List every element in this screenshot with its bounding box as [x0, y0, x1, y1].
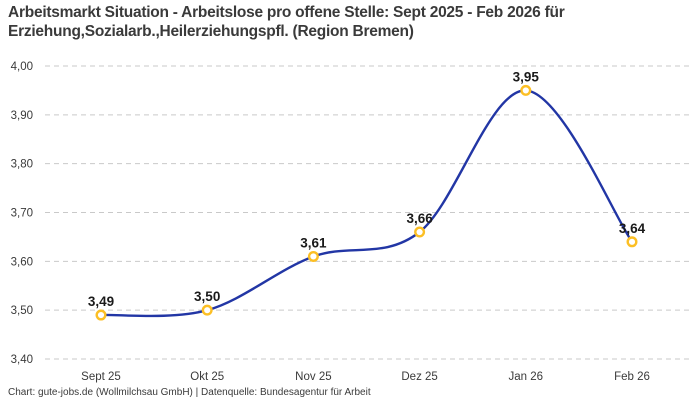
data-point-marker: [626, 236, 638, 248]
data-point-label: 3,61: [300, 235, 327, 250]
chart-title: Arbeitsmarkt Situation - Arbeitslose pro…: [8, 3, 688, 41]
data-point-marker: [95, 309, 107, 321]
data-point-marker: [414, 226, 426, 238]
data-point-label: 3,49: [88, 294, 114, 309]
y-tick-label: 3,70: [11, 208, 33, 220]
x-tick-label: Sept 25: [81, 371, 121, 383]
data-point-marker: [520, 84, 532, 96]
y-tick-label: 3,90: [11, 110, 33, 122]
y-tick-label: 3,40: [11, 354, 33, 366]
y-tick-label: 4,00: [11, 61, 33, 73]
data-point-label: 3,64: [619, 221, 646, 236]
x-tick-label: Feb 26: [614, 371, 650, 383]
y-tick-label: 3,80: [11, 159, 33, 171]
data-point-label: 3,66: [406, 211, 433, 226]
data-point-label: 3,95: [513, 69, 540, 84]
chart-title-line1: Arbeitsmarkt Situation - Arbeitslose pro…: [8, 4, 565, 21]
x-tick-label: Okt 25: [190, 371, 224, 383]
data-point-marker: [307, 250, 319, 262]
chart-title-line2: Erziehung,Sozialarb.,Heilerziehungspfl. …: [8, 23, 414, 40]
y-tick-label: 3,60: [11, 256, 33, 268]
x-tick-label: Dez 25: [401, 371, 437, 383]
series-line: [99, 89, 634, 318]
data-point-marker: [201, 304, 213, 316]
x-tick-label: Nov 25: [295, 371, 331, 383]
x-tick-label: Jan 26: [509, 371, 544, 383]
chart-credit: Chart: gute-jobs.de (Wollmilchsau GmbH) …: [8, 387, 371, 398]
data-point-label: 3,50: [194, 289, 220, 304]
y-tick-label: 3,50: [11, 305, 33, 317]
